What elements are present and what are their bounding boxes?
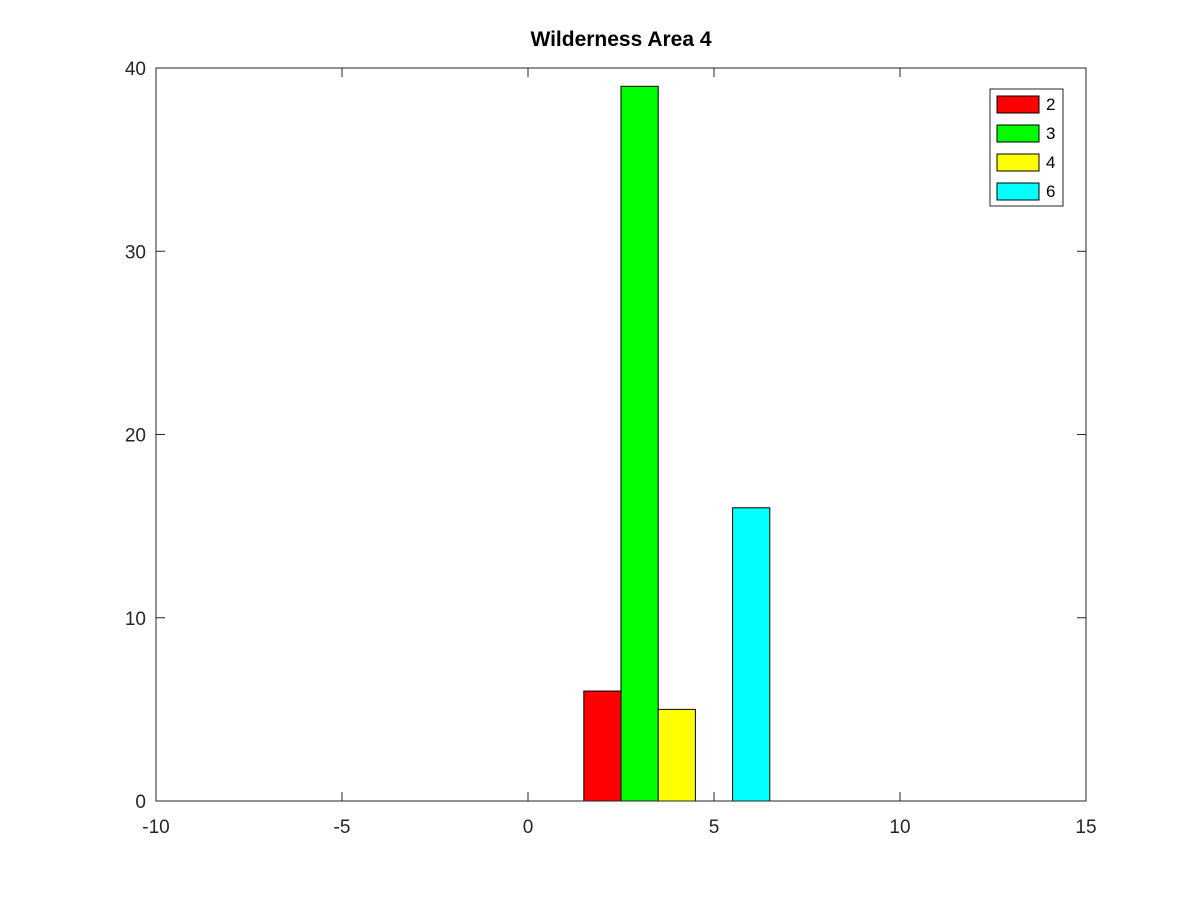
- legend-label-4: 4: [1046, 153, 1055, 172]
- x-tick-label: 10: [889, 817, 910, 838]
- y-tick-label: 40: [125, 59, 146, 80]
- x-tick-label: 5: [709, 817, 720, 838]
- x-tick-label: 15: [1075, 817, 1096, 838]
- bar-series-4: [657, 708, 696, 802]
- legend-swatch-6: [996, 182, 1040, 201]
- legend-label-3: 3: [1046, 124, 1055, 143]
- legend-swatch-3: [996, 124, 1040, 143]
- bar-series-3: [620, 85, 659, 802]
- bar-series-6: [732, 507, 771, 802]
- x-tick-label: -5: [334, 817, 351, 838]
- x-tick-label: 0: [523, 817, 534, 838]
- legend-swatch-4: [996, 153, 1040, 172]
- bars-layer: [583, 85, 771, 802]
- y-tick-label: 30: [125, 242, 146, 263]
- legend-label-6: 6: [1046, 182, 1055, 201]
- ticks-layer: -10 -5 0 5 10 15 0 10 20 30 40: [125, 59, 1097, 838]
- y-tick-label: 0: [135, 792, 146, 813]
- y-tick-label: 20: [125, 426, 146, 447]
- legend-label-2: 2: [1046, 95, 1055, 114]
- legend: 2 3 4 6: [989, 88, 1064, 207]
- x-tick-label: -10: [142, 817, 169, 838]
- y-tick-label: 10: [125, 609, 146, 630]
- chart-title: Wilderness Area 4: [530, 28, 711, 51]
- bar-series-2: [583, 690, 622, 802]
- legend-swatch-2: [996, 95, 1040, 114]
